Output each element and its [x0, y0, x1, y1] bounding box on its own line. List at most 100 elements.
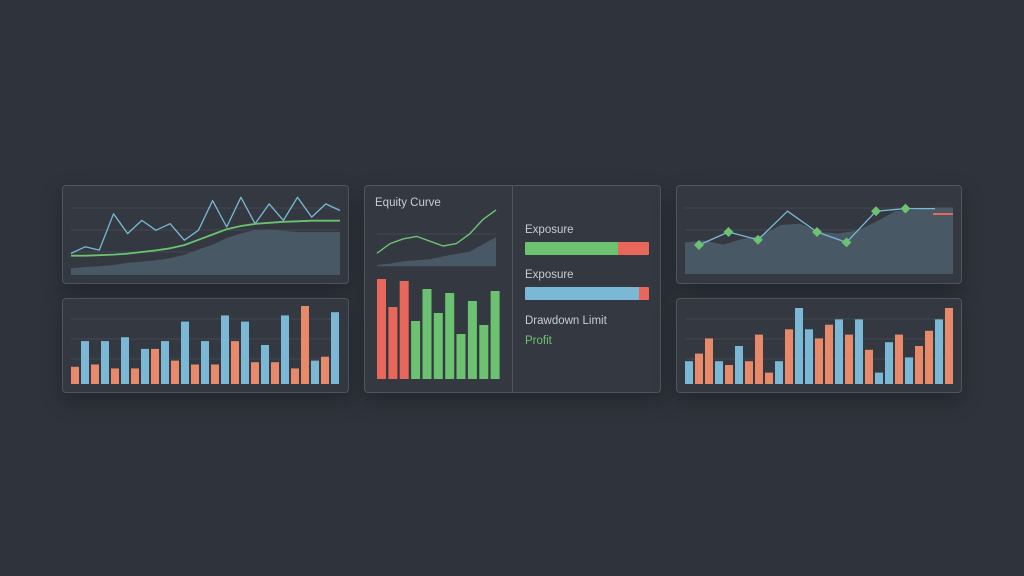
bl-bar-6 — [131, 368, 139, 384]
exposure-bar-1 — [525, 242, 649, 255]
bl-bar-15 — [221, 315, 229, 384]
br-bar-6 — [745, 361, 753, 384]
exposure-bar-1-rest — [618, 242, 649, 255]
br-bar-15 — [835, 319, 843, 384]
bottom-right-bar-chart — [685, 308, 953, 384]
br-bar-21 — [895, 334, 903, 384]
br-bar-23 — [915, 346, 923, 384]
br-bar-18 — [865, 349, 873, 384]
br-bar-19 — [875, 372, 883, 384]
eq-bar-7 — [456, 334, 466, 379]
bl-bar-2 — [91, 364, 99, 384]
br-bar-5 — [735, 346, 743, 384]
bl-bar-24 — [311, 360, 319, 384]
bl-bar-17 — [241, 321, 249, 384]
bl-bar-9 — [161, 341, 169, 384]
eq-area — [377, 237, 496, 266]
tr-marker-2 — [753, 234, 763, 245]
tr-marker-6 — [900, 203, 911, 214]
tr-marker-3 — [812, 227, 822, 237]
tr-area — [685, 207, 953, 274]
eq-bar-2 — [399, 281, 409, 379]
bl-bar-12 — [191, 364, 199, 384]
br-bar-24 — [925, 330, 933, 384]
eq-bar-3 — [411, 321, 421, 379]
br-bar-26 — [945, 308, 953, 384]
center-panel: Equity Curve Exposure Exposure Drawdown … — [364, 185, 661, 393]
br-bar-10 — [785, 329, 793, 384]
bl-bar-5 — [121, 337, 129, 384]
br-bar-20 — [885, 342, 893, 384]
tr-marker-5 — [871, 206, 881, 217]
eq-bar-1 — [388, 307, 398, 379]
br-bar-0 — [685, 361, 693, 384]
bl-bar-0 — [71, 366, 79, 384]
eq-line — [376, 209, 497, 254]
br-bar-1 — [695, 353, 703, 384]
exposure-bar-1-fill — [525, 242, 618, 255]
drawdown-limit-label: Drawdown Limit — [525, 315, 607, 327]
br-bar-2 — [705, 338, 713, 384]
bl-bar-14 — [211, 364, 219, 384]
top-right-line-chart — [685, 203, 953, 274]
bl-bar-20 — [271, 362, 279, 384]
bottom-left-bar-chart — [71, 306, 340, 384]
br-bar-3 — [715, 361, 723, 384]
bl-bar-4 — [111, 368, 119, 384]
eq-bar-6 — [445, 293, 455, 379]
bl-bar-3 — [101, 341, 109, 384]
exposure-bar-2 — [525, 287, 649, 300]
bl-bar-7 — [141, 348, 149, 384]
br-bar-22 — [905, 357, 913, 384]
bl-bar-18 — [251, 362, 259, 384]
eq-bar-10 — [490, 291, 500, 379]
tl-green-line — [71, 219, 340, 257]
bl-bar-11 — [181, 321, 189, 384]
bl-bar-26 — [331, 312, 339, 384]
bl-bar-10 — [171, 360, 179, 384]
eq-bar-9 — [479, 325, 489, 379]
bl-bar-25 — [321, 356, 329, 384]
bl-bar-1 — [81, 341, 89, 384]
br-bar-16 — [845, 334, 853, 384]
br-bar-4 — [725, 365, 733, 384]
bottom-left-bar-chart-panel — [62, 298, 349, 393]
bl-bar-21 — [281, 315, 289, 384]
bl-bar-23 — [301, 306, 309, 384]
bl-bar-8 — [151, 348, 159, 384]
tr-marker-0 — [694, 240, 704, 250]
bl-bar-22 — [291, 368, 299, 384]
br-bar-8 — [765, 372, 773, 384]
br-bar-25 — [935, 319, 943, 384]
equity-charts — [376, 209, 500, 379]
tr-marker-4 — [841, 237, 852, 248]
br-bar-14 — [825, 324, 833, 384]
eq-bar-4 — [422, 289, 432, 379]
br-bar-13 — [815, 338, 823, 384]
br-bar-12 — [805, 329, 813, 384]
br-bar-7 — [755, 334, 763, 384]
bl-bar-13 — [201, 341, 209, 384]
bl-bar-19 — [261, 345, 269, 384]
profit-label: Profit — [525, 335, 552, 347]
top-left-line-chart — [70, 196, 341, 275]
eq-bar-8 — [467, 301, 477, 379]
top-right-line-chart-panel — [676, 185, 962, 284]
exposure-label-1: Exposure — [525, 224, 574, 236]
exposure-bar-2-rest — [639, 287, 649, 300]
br-bar-11 — [795, 308, 803, 384]
panel-divider — [512, 186, 513, 392]
bl-bar-16 — [231, 341, 239, 384]
equity-curve-title: Equity Curve — [375, 197, 441, 209]
br-bar-9 — [775, 361, 783, 384]
tr-marker-1 — [723, 227, 734, 237]
br-bar-17 — [855, 319, 863, 384]
exposure-bar-2-fill — [525, 287, 640, 300]
eq-bar-0 — [377, 279, 386, 379]
tl-area — [71, 229, 340, 275]
bottom-right-bar-chart-panel — [676, 298, 962, 393]
tl-blue-line — [70, 196, 341, 254]
top-left-line-chart-panel — [62, 185, 349, 284]
exposure-label-2: Exposure — [525, 269, 574, 281]
eq-bar-5 — [433, 313, 443, 379]
